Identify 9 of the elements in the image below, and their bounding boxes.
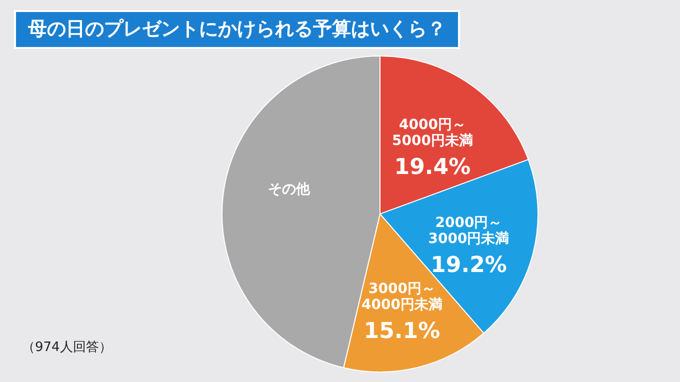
data-label: 19.2% <box>430 252 507 278</box>
slice-label: 3000円～4000円未満 <box>361 280 442 313</box>
chart-title: 母の日のプレゼントにかけられる予算はいくら？ <box>14 10 460 49</box>
slice-label: 4000円～5000円未満 <box>392 116 473 149</box>
text: （974人回答） <box>22 339 112 356</box>
slice-label: その他 <box>268 181 311 198</box>
data-label: 15.1% <box>364 318 440 344</box>
slice-label: 2000円～3000円未満 <box>428 214 510 247</box>
data-label: 19.4% <box>394 154 471 180</box>
